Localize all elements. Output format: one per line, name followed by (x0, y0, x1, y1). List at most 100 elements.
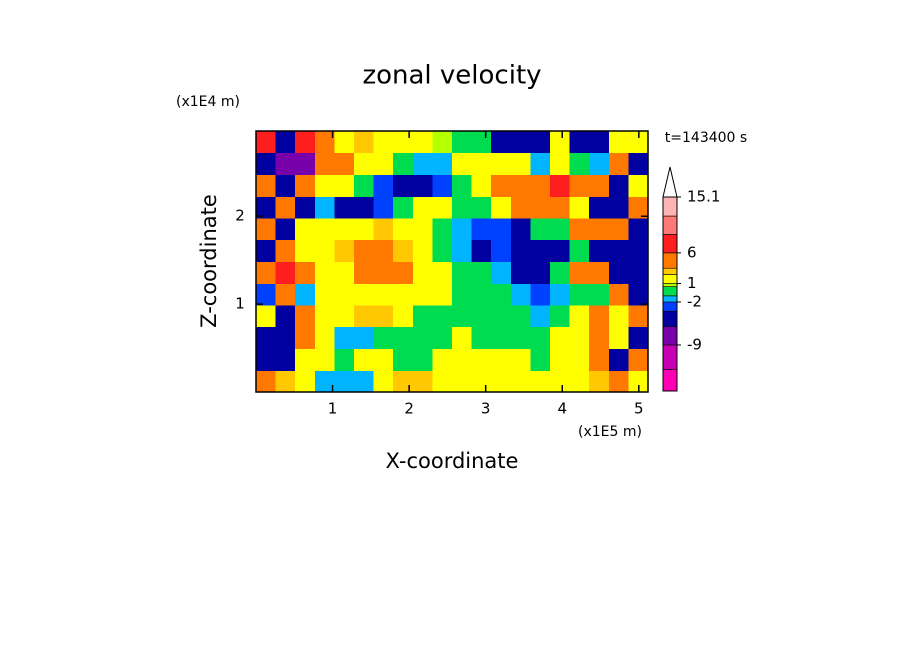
contour-cell (452, 305, 473, 328)
y-tick-label: 1 (235, 295, 245, 313)
contour-cell (569, 283, 590, 306)
contour-cell (550, 239, 571, 262)
contour-cell (393, 261, 414, 284)
colorbar-segment (662, 234, 678, 254)
contour-cell (530, 218, 551, 241)
y-unit: (x1E4 m) (176, 94, 240, 110)
colorbar-segment (662, 295, 678, 303)
contour-cell (354, 196, 375, 219)
contour-cell (628, 218, 649, 241)
contour-cell (275, 261, 296, 284)
colorbar-segment (662, 252, 678, 269)
contour-cell (569, 131, 590, 154)
contour-cell (256, 305, 277, 328)
contour-cell (354, 218, 375, 241)
contour-cell (452, 261, 473, 284)
contour-cell (256, 218, 277, 241)
contour-cell (608, 283, 629, 306)
x-tick-label: 2 (404, 400, 414, 418)
contour-cell (295, 196, 316, 219)
contour-cell (510, 196, 531, 219)
contour-cell (471, 239, 492, 262)
contour-cell (569, 348, 590, 371)
colorbar-segment (662, 326, 678, 346)
contour-cell (608, 152, 629, 175)
contour-cell (530, 370, 551, 393)
contour-cell (530, 348, 551, 371)
contour-cell (491, 239, 512, 262)
contour-cell (491, 152, 512, 175)
contour-cell (275, 283, 296, 306)
contour-cell (608, 261, 629, 284)
contour-cell (569, 239, 590, 262)
contour-field (256, 131, 649, 393)
contour-cell (412, 239, 433, 262)
contour-cell (275, 174, 296, 197)
contour-cell (334, 261, 355, 284)
contour-cell (510, 152, 531, 175)
contour-cell (452, 239, 473, 262)
contour-cell (628, 131, 649, 154)
contour-cell (432, 326, 453, 349)
contour-cell (412, 370, 433, 393)
contour-cell (334, 152, 355, 175)
contour-cell (354, 305, 375, 328)
contour-cell (295, 261, 316, 284)
contour-cell (314, 239, 335, 262)
contour-cell (530, 152, 551, 175)
contour-cell (393, 326, 414, 349)
contour-cell (550, 196, 571, 219)
contour-cell (432, 348, 453, 371)
contour-cell (530, 283, 551, 306)
contour-cell (432, 239, 453, 262)
contour-cell (373, 305, 394, 328)
contour-cell (314, 261, 335, 284)
contour-cell (491, 283, 512, 306)
contour-cell (373, 152, 394, 175)
contour-cell (608, 218, 629, 241)
contour-cell (412, 131, 433, 154)
contour-cell (589, 305, 610, 328)
contour-cell (452, 218, 473, 241)
contour-cell (569, 370, 590, 393)
contour-cell (412, 305, 433, 328)
contour-cell (354, 348, 375, 371)
contour-cell (256, 348, 277, 371)
contour-cell (275, 370, 296, 393)
contour-cell (589, 370, 610, 393)
contour-cell (256, 152, 277, 175)
contour-cell (628, 348, 649, 371)
contour-cell (412, 326, 433, 349)
contour-cell (608, 239, 629, 262)
contour-cell (491, 131, 512, 154)
contour-cell (393, 370, 414, 393)
contour-cell (275, 196, 296, 219)
contour-cell (510, 370, 531, 393)
contour-cell (256, 283, 277, 306)
contour-cell (295, 326, 316, 349)
contour-cell (373, 239, 394, 262)
contour-cell (569, 326, 590, 349)
contour-cell (510, 305, 531, 328)
contour-cell (491, 218, 512, 241)
contour-cell (589, 326, 610, 349)
contour-cell (432, 196, 453, 219)
x-unit: (x1E5 m) (578, 424, 642, 440)
contour-cell (393, 218, 414, 241)
contour-cell (334, 196, 355, 219)
contour-cell (412, 152, 433, 175)
contour-cell (471, 131, 492, 154)
colorbar-segment (662, 369, 678, 392)
contour-cell (412, 174, 433, 197)
colorbar-frame (662, 196, 678, 392)
contour-cell (608, 348, 629, 371)
contour-cell (628, 305, 649, 328)
contour-cell (334, 218, 355, 241)
contour-cell (393, 196, 414, 219)
contour-cell (393, 131, 414, 154)
contour-cell (295, 239, 316, 262)
contour-cell (452, 174, 473, 197)
contour-cell (491, 348, 512, 371)
contour-cell (471, 305, 492, 328)
